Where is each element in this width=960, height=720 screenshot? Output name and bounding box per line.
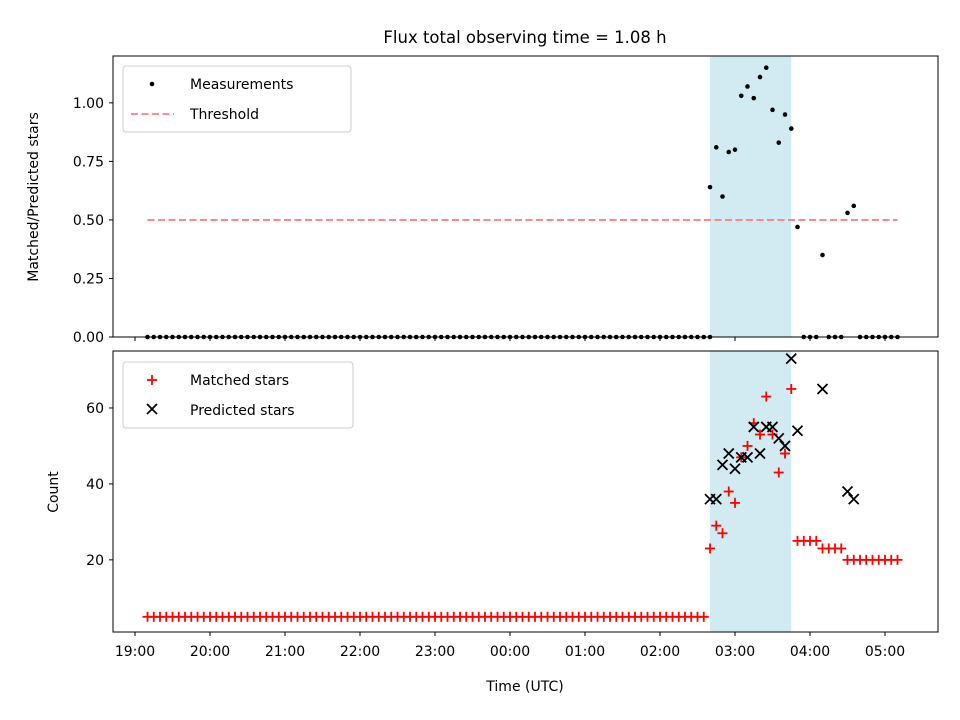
matched-star-point: [742, 440, 753, 451]
legend-label-threshold: Threshold: [189, 107, 259, 123]
predicted-star-point: [710, 493, 722, 505]
measurement-point: [745, 84, 750, 89]
y-axis-label: Count: [46, 471, 62, 513]
measurement-point: [820, 252, 825, 258]
y-tick-label: 0.25: [73, 271, 104, 287]
x-tick-label: 02:00: [640, 644, 680, 660]
measurement-point: [851, 203, 857, 209]
y-tick-label: 0.00: [73, 330, 104, 346]
measurement-point: [770, 107, 775, 113]
predicted-star-point: [723, 447, 735, 460]
measurement-point: [738, 93, 744, 99]
predicted-star-point: [754, 447, 766, 460]
matched-star-point: [711, 520, 722, 531]
x-tick-label: 01:00: [565, 644, 605, 660]
matched-star-point: [723, 486, 734, 497]
predicted-star-point: [741, 451, 754, 463]
x-tick-label: 04:00: [790, 644, 830, 660]
legend-label-predicted: Predicted stars: [190, 403, 295, 419]
predicted-star-point: [785, 352, 797, 365]
legend-marker-measurements: [149, 81, 155, 87]
predicted-star-point: [729, 463, 741, 475]
predicted-star-point: [779, 440, 791, 452]
predicted-star-point: [848, 493, 860, 505]
predicted-star-point: [748, 421, 760, 433]
predicted-star-point: [841, 485, 854, 498]
y-tick-label: 60: [86, 401, 104, 417]
matched-star-point: [836, 543, 847, 554]
x-tick-label: 23:00: [415, 644, 455, 660]
x-tick-label: 19:00: [115, 644, 155, 660]
measurement-point: [788, 126, 794, 131]
predicted-star-point: [773, 432, 785, 444]
bottom-panel: 20 40 60 19:00 20:00 21:00 22:00 23:00 00:00 01:…: [46, 350, 939, 695]
axes-frame: [112, 55, 939, 338]
measurement-point: [720, 194, 725, 199]
measurement-point: [732, 147, 738, 152]
y-tick-label: 40: [86, 477, 104, 493]
measurement-point: [763, 65, 769, 71]
x-tick-label: 05:00: [865, 644, 905, 660]
x-tick-label: 20:00: [190, 644, 230, 660]
x-tick-label: 03:00: [715, 644, 755, 660]
predicted-star-point: [766, 421, 779, 433]
matched-star-point: [755, 429, 765, 440]
y-tick-label: 20: [86, 553, 104, 569]
x-tick-label: 00:00: [490, 644, 530, 660]
matched-star-point: [773, 467, 784, 478]
matched-star-point: [780, 448, 790, 459]
legend-marker-matched: [147, 375, 157, 385]
measurement-point: [726, 149, 732, 155]
chart-title: Flux total observing time = 1.08 h: [383, 28, 666, 47]
legend-label-measurements: Measurements: [190, 77, 293, 93]
measurement-point: [757, 74, 763, 80]
matched-star-point: [705, 543, 715, 554]
legend: Measurements Threshold: [122, 65, 352, 133]
y-axis-label: Matched/Predicted stars: [26, 112, 42, 282]
y-tick-label: 0.75: [73, 154, 104, 170]
measurement-point: [751, 95, 757, 101]
x-tick-label: 21:00: [265, 644, 305, 660]
matched-star-point: [730, 497, 740, 508]
top-panel: 0.00 0.25 0.50 0.75 1.00 Matched/Predicted s…: [26, 55, 939, 346]
predicted-star-point: [716, 459, 729, 471]
y-tick-label: 0.50: [73, 213, 104, 229]
shaded-span: [710, 351, 792, 632]
measurement-point: [707, 184, 713, 190]
matched-star-point: [717, 528, 728, 539]
measurement-point: [845, 210, 850, 216]
predicted-star-point: [816, 383, 829, 395]
matched-star-point: [892, 554, 903, 565]
matched-star-point: [698, 611, 709, 622]
legend-marker-predicted: [146, 403, 158, 415]
predicted-star-point: [791, 425, 804, 437]
matched-star-point: [761, 391, 772, 402]
x-axis-label: Time (UTC): [485, 679, 563, 695]
legend: Matched stars Predicted stars: [122, 361, 354, 429]
matched-star-point: [811, 535, 822, 546]
x-tick-label: 22:00: [340, 644, 380, 660]
y-tick-label: 1.00: [73, 96, 104, 112]
legend-label-matched: Matched stars: [190, 373, 289, 389]
measurement-point: [782, 112, 788, 117]
measurement-point: [713, 145, 719, 150]
measurement-point: [795, 224, 800, 230]
axes-frame: [112, 350, 939, 633]
matched-star-point: [786, 383, 797, 394]
measurement-point: [776, 140, 782, 145]
